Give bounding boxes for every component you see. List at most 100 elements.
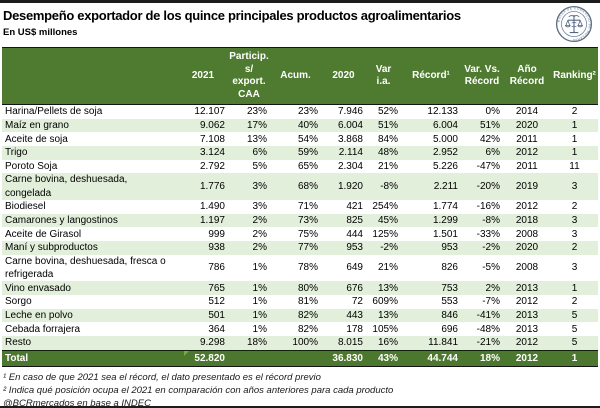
value-2020-cell: 444 [346,228,363,240]
table-row: Carne bovina, deshuesada, congelada 1.776… [2,173,598,201]
record-cell: 753 [401,281,461,296]
record-cell: 1.774 [432,201,458,213]
acum-cell: 59% [270,146,321,160]
var-vs-record-cell: -16% [476,201,500,213]
value-2021-cell: 364 [208,323,225,335]
table-body: Harina/Pellets de soja 12.107 23% 23% 7.946 5… [2,105,598,351]
source-credit: @BCRmercados en base a INDEC [3,397,151,408]
ano-record-cell: 2012 [503,146,551,160]
var-ia-cell: 51% [366,118,401,133]
particip-cell: 2% [228,213,270,228]
ranking-cell: 1 [571,133,578,145]
col-2020: 2020 [321,47,366,105]
value-2020-cell: 443 [321,308,366,323]
ranking-cell: 2 [571,201,578,213]
var-vs-record-cell: 51% [461,118,503,133]
table-row: Aceite de Girasol 999 2% 75% 444 125% 1.501 -33… [2,227,598,241]
record-cell: 5.226 [432,160,458,172]
var-ia-cell: -2% [366,241,401,255]
product-cell: Resto [2,336,178,351]
value-2021-cell: 765 [178,281,228,296]
particip-cell: 2% [252,228,267,240]
col-record: Récord¹ [401,47,461,105]
acum-cell: 40% [270,118,321,133]
table-row: Biodiesel 1.490 3% 71% 421 254% 1.774 -16% 2012 2 [2,200,598,214]
var-ia-cell: 84% [377,133,398,145]
table-row: Maní y subproductos 938 2% 77% 953 -2% 953 -2% 2… [2,241,598,255]
product-cell: Carne bovina, deshuesada, fresca o refri… [5,255,166,281]
record-cell: 6.004 [401,118,461,133]
particip-cell: 3% [228,173,270,201]
ranking-cell: 2 [571,106,578,118]
ano-record-cell: 2011 [516,133,538,145]
var-ia-cell: 45% [366,213,401,228]
table-row: Harina/Pellets de soja 12.107 23% 23% 7.946 5… [2,105,598,119]
total-record-cell: 44.744 [401,349,461,367]
record-cell: 12.133 [427,106,458,118]
page-subtitle: En US$ millones [3,27,78,38]
record-cell: 11.841 [401,336,461,351]
ranking-cell: 3 [571,262,578,274]
ano-record-cell: 2011 [516,160,538,172]
particip-cell: 1% [252,323,267,335]
record-cell: 2.211 [401,173,461,201]
ano-record-cell: 2008 [515,228,539,240]
record-cell: 1.501 [432,228,458,240]
product-cell: Poroto Soja [5,160,58,172]
acum-cell: 82% [270,308,321,323]
value-2020-cell: 8.015 [321,336,366,351]
value-2021-cell: 999 [208,228,225,240]
var-ia-cell: 16% [366,336,401,351]
ano-record-cell: 2020 [503,118,551,133]
product-cell: Camarones y langostinos [2,213,178,228]
var-vs-record-cell: -48% [476,323,500,335]
footnotes: ¹ En caso de que 2021 sea el récord, el … [0,367,600,408]
product-cell: Biodiesel [5,201,46,213]
value-2021-cell: 3.124 [178,146,228,160]
ano-record-cell: 2018 [503,213,551,228]
table-row: Sorgo 512 1% 81% 72 609% 553 -7% 2012 2 [2,295,598,309]
ranking-cell: 3 [571,228,578,240]
value-2021-cell: 1.197 [178,213,228,228]
particip-cell: 3% [252,201,267,213]
col-var-ia: Var i.a. [366,47,401,105]
page-title: Desempeño exportador de los quince princ… [3,8,461,23]
product-cell: Carne bovina, deshuesada, congelada [2,173,178,201]
header-row: 2021 Particip. s/ export. CAA Acum. 2020… [2,47,598,105]
value-2020-cell: 1.920 [321,173,366,201]
table-row: Camarones y langostinos 1.197 2% 73% 825 45% 1… [2,213,598,228]
ano-record-cell: 2012 [515,296,539,308]
col-ranking: Ranking² [551,47,598,105]
table-footer: Total 52.820 36.830 43% 44.744 18% 2012 … [2,349,598,367]
var-vs-record-cell: -47% [476,160,500,172]
particip-cell: 1% [252,262,267,274]
col-var-vs-record: Var. Vs. Récord [461,47,503,105]
var-ia-cell: 254% [372,201,398,213]
ranking-cell: 2 [551,241,598,255]
value-2020-cell: 825 [321,213,366,228]
table-row: Poroto Soja 2.792 5% 65% 2.304 21% 5.226 -47% 20… [2,160,598,174]
ano-record-cell: 2013 [515,323,539,335]
var-vs-record-cell: -20% [461,173,503,201]
product-cell: Vino envasado [2,281,178,296]
var-ia-cell: 21% [377,262,398,274]
acum-cell: 82% [297,323,318,335]
table-row: Carne bovina, deshuesada, fresca o refri… [2,255,598,282]
var-ia-cell: 609% [372,296,398,308]
var-vs-record-cell: 2% [461,281,503,296]
var-ia-cell: -8% [366,173,401,201]
var-ia-cell: 13% [366,308,401,323]
ranking-cell: 5 [571,323,578,335]
acum-cell: 78% [297,262,318,274]
table-row: Vino envasado 765 1% 80% 676 13% 753 2% 2013 1 [2,281,598,296]
var-vs-record-cell: -33% [476,228,500,240]
product-cell: Trigo [2,146,178,160]
total-ranking-cell: 1 [551,349,598,367]
caduceus-scales-icon [564,14,584,34]
total-particip-cell [228,349,270,367]
acum-cell: 75% [297,228,318,240]
export-performance-table: 2021 Particip. s/ export. CAA Acum. 2020… [2,47,598,367]
comment-flag-icon [184,350,189,356]
record-cell: 2.952 [401,146,461,160]
value-2021-cell: 12.107 [194,106,225,118]
